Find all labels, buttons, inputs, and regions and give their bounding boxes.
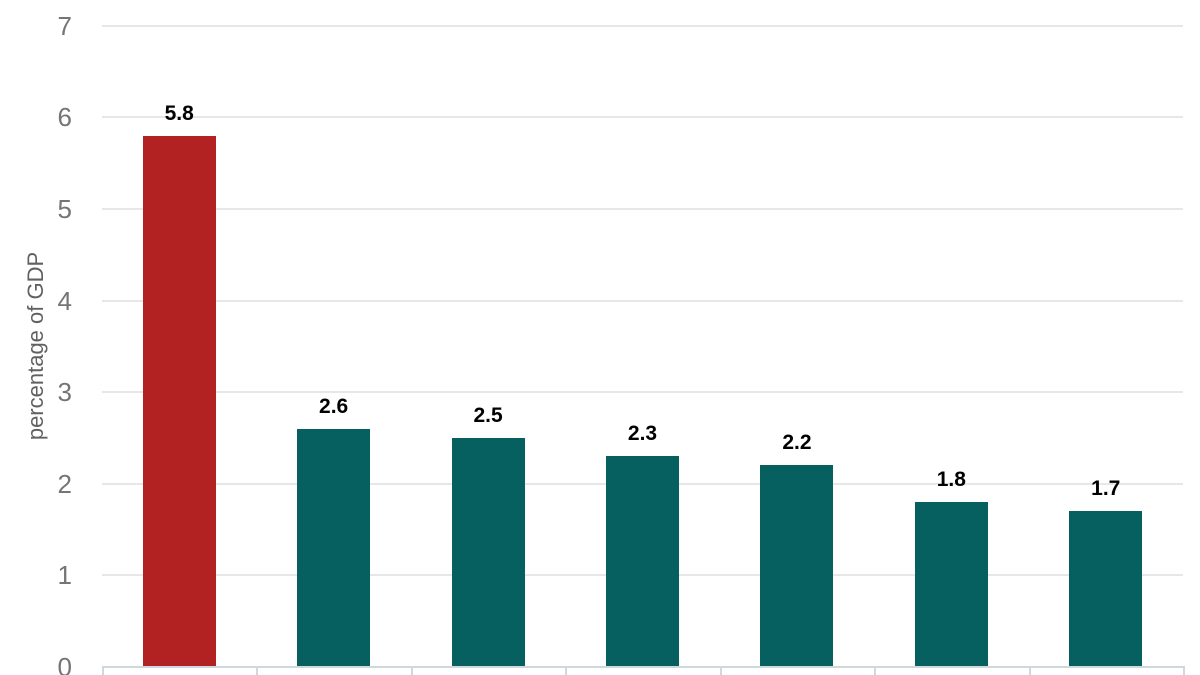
- gridline: [102, 208, 1183, 210]
- x-axis-tick: [256, 668, 259, 675]
- y-tick-label: 1: [57, 560, 72, 591]
- x-axis-tick: [874, 668, 877, 675]
- gridline: [102, 116, 1183, 119]
- bar-value-label: 5.8: [164, 101, 194, 125]
- x-axis-tick: [410, 668, 413, 675]
- bar-value-label: 1.7: [1091, 477, 1121, 501]
- x-axis-tick: [102, 668, 104, 675]
- bar-value-label: 2.5: [473, 404, 503, 427]
- x-axis-tick: [1028, 668, 1031, 675]
- y-tick-label: 6: [57, 102, 72, 133]
- bar-value-label: 1.8: [936, 468, 966, 492]
- x-axis-tick: [719, 668, 722, 675]
- y-tick-label: 7: [57, 10, 72, 41]
- bar[interactable]: [451, 438, 525, 666]
- bar[interactable]: [297, 428, 371, 666]
- gridline: [102, 24, 1183, 27]
- bar-value-label: 2.2: [782, 431, 812, 455]
- y-tick-label: 3: [57, 377, 72, 408]
- bar[interactable]: [1069, 511, 1143, 666]
- gridline: [102, 299, 1183, 302]
- y-tick-label: 2: [57, 468, 72, 499]
- x-axis-line: [102, 666, 1185, 668]
- bar[interactable]: [142, 135, 216, 666]
- y-tick-label: 4: [57, 285, 72, 316]
- gridline: [102, 391, 1183, 394]
- bar-value-label: 2.3: [627, 422, 658, 446]
- bar-value-label: 2.6: [319, 394, 349, 418]
- bar[interactable]: [606, 456, 679, 666]
- y-tick-label: 5: [57, 194, 72, 224]
- bar[interactable]: [760, 465, 834, 666]
- bar[interactable]: [914, 502, 988, 666]
- y-axis-title: percentage of GDP: [23, 251, 48, 441]
- x-axis-tick: [565, 668, 568, 675]
- y-tick-label: 0: [57, 652, 72, 675]
- x-axis-tick: [1183, 668, 1185, 675]
